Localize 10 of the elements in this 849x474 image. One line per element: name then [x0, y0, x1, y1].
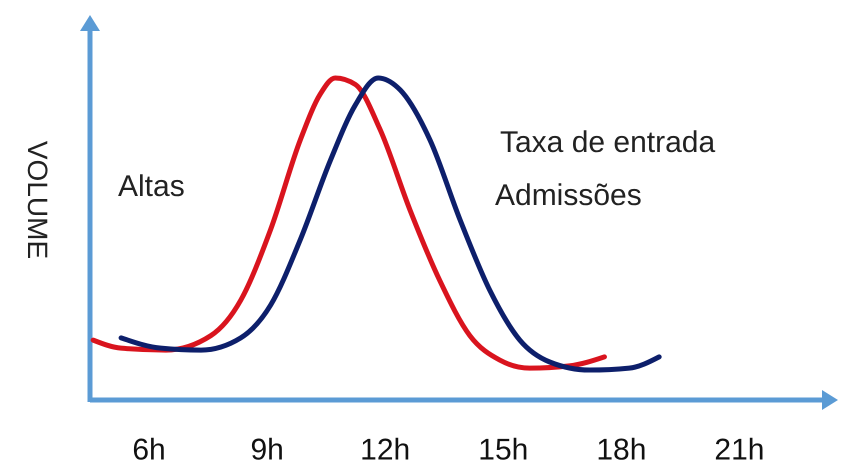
- x-tick-label: 21h: [714, 433, 764, 466]
- x-tick-label: 15h: [478, 433, 528, 466]
- x-tick-label: 18h: [596, 433, 646, 466]
- x-tick-label: 9h: [250, 433, 284, 466]
- text: Altas: [118, 170, 185, 203]
- x-tick-label: 12h: [360, 433, 410, 466]
- annotation: Taxa de entrada: [500, 126, 716, 159]
- x-tick-label: 6h: [132, 433, 166, 466]
- y-axis-title: VOLUME: [22, 140, 53, 260]
- series-label: Admissões: [495, 179, 642, 212]
